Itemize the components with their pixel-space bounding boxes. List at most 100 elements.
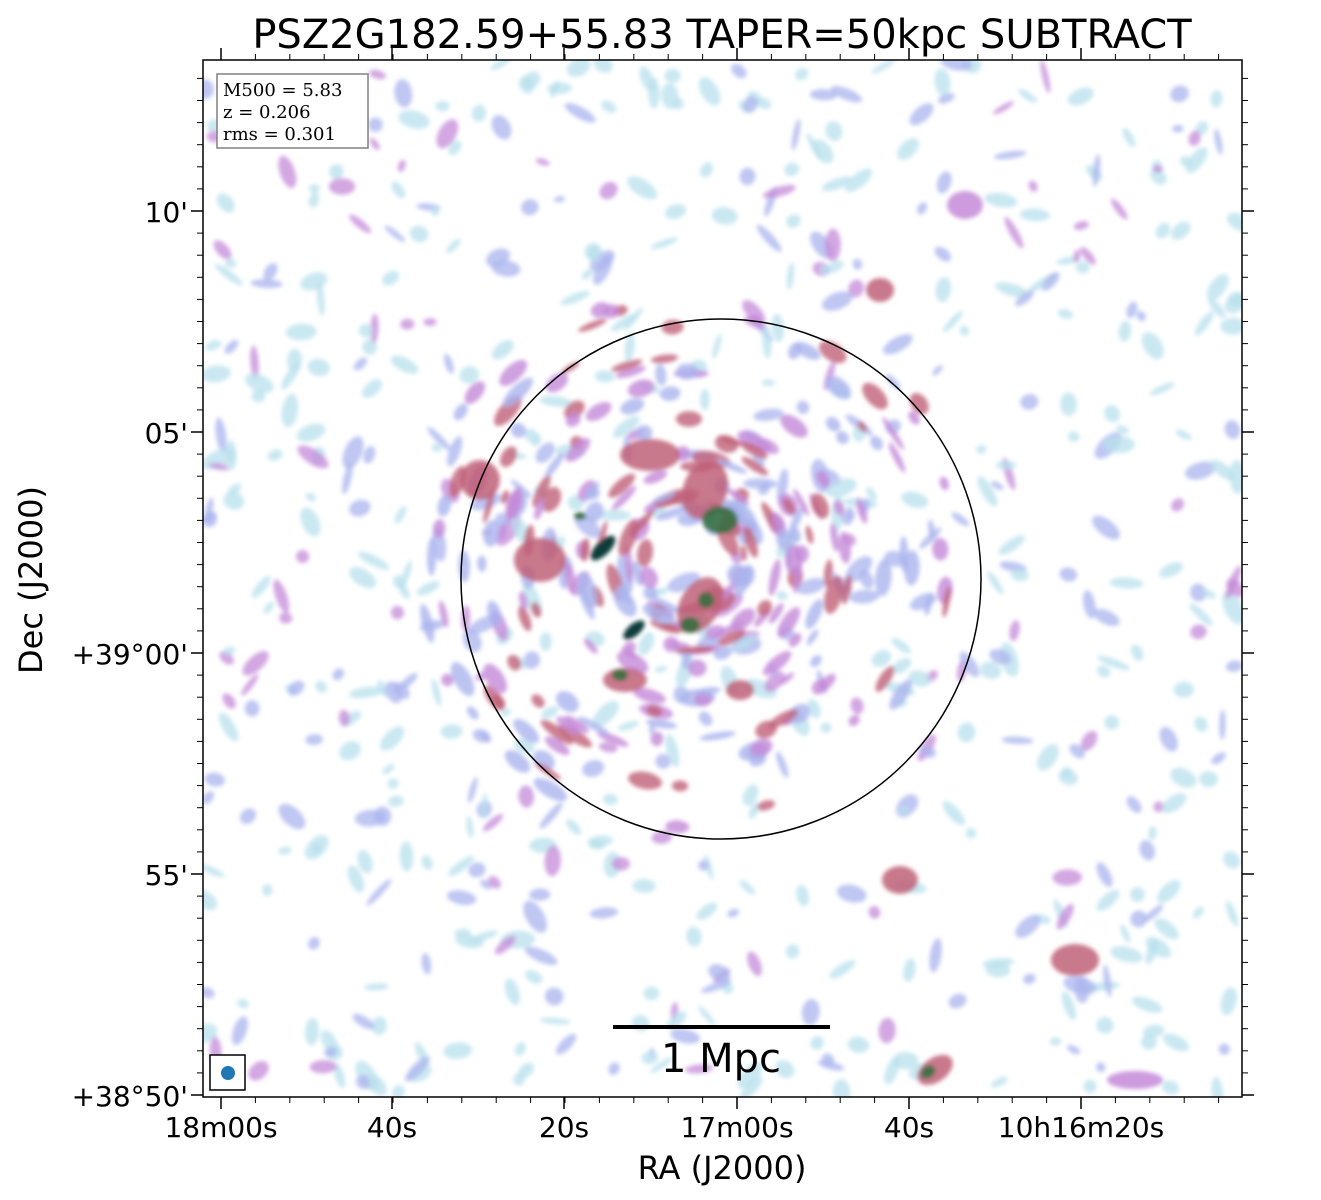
emission-blob: [743, 478, 778, 490]
emission-blob: [782, 498, 795, 514]
emission-blob: [218, 712, 239, 742]
emission-blob: [1126, 301, 1138, 319]
emission-blob: [545, 452, 565, 478]
emission-blob: [416, 581, 440, 596]
emission-blob: [380, 726, 405, 751]
emission-blob: [829, 959, 856, 979]
emission-blob: [1104, 405, 1120, 423]
emission-blob: [976, 444, 987, 454]
emission-blob: [216, 193, 235, 213]
emission-blob: [731, 63, 747, 79]
emission-blob: [761, 379, 776, 387]
emission-blob: [1170, 767, 1197, 788]
emission-blob: [499, 523, 506, 541]
emission-blob: [655, 363, 667, 386]
emission-blob: [698, 592, 714, 608]
emission-blob: [734, 564, 753, 597]
emission-blob: [436, 119, 459, 149]
emission-blob: [364, 983, 389, 991]
emission-blob: [812, 139, 834, 164]
emission-blob: [371, 1016, 387, 1035]
emission-blob: [1140, 1034, 1157, 1050]
emission-blob: [884, 1057, 900, 1085]
emission-blob: [1096, 1017, 1114, 1034]
emission-blob: [203, 889, 218, 911]
emission-blob: [866, 278, 894, 302]
emission-blob: [816, 470, 830, 488]
emission-blob: [213, 240, 232, 260]
emission-blob: [1225, 660, 1242, 672]
emission-blob: [932, 537, 949, 561]
emission-blob: [628, 771, 662, 790]
emission-blob: [1069, 743, 1086, 759]
emission-blob: [349, 567, 377, 589]
emission-blob: [882, 416, 905, 450]
emission-blob: [585, 501, 604, 523]
emission-blob: [795, 67, 809, 81]
emission-blob: [623, 307, 643, 331]
emission-blob: [447, 436, 463, 467]
emission-blob: [382, 763, 395, 775]
emission-blob: [820, 264, 831, 276]
emission-blob: [685, 1064, 714, 1074]
emission-blob: [737, 1062, 763, 1089]
emission-blob: [589, 907, 619, 919]
emission-blob: [687, 659, 707, 677]
x-axis: 18m00s 40s 20s 17m00s 40s 10h16m20s RA (…: [164, 1111, 1164, 1187]
emission-blob: [659, 386, 681, 401]
emission-blob: [242, 651, 269, 676]
emission-blob: [347, 865, 365, 893]
emission-blob: [830, 523, 839, 552]
emission-blob: [651, 596, 681, 613]
emission-blob: [366, 878, 392, 906]
emission-blob: [793, 488, 810, 516]
emission-blob: [203, 511, 217, 524]
emission-blob: [205, 340, 222, 351]
emission-blob: [273, 579, 290, 614]
emission-blob: [400, 318, 415, 330]
emission-blob: [1224, 420, 1241, 439]
emission-blob: [483, 487, 495, 524]
emission-blob: [1092, 154, 1101, 187]
emission-blob: [244, 700, 260, 717]
emission-blob: [387, 778, 399, 789]
emission-blob: [646, 705, 663, 717]
emission-blob: [790, 527, 801, 543]
emission-blob: [529, 888, 551, 901]
emission-blob: [987, 571, 1004, 595]
emission-blob: [1083, 1079, 1097, 1093]
emission-blob: [623, 641, 636, 654]
emission-blob: [627, 176, 658, 200]
emission-blob: [398, 672, 418, 691]
emission-blob: [329, 164, 344, 180]
emission-blob: [521, 199, 539, 216]
emission-blob: [467, 776, 478, 803]
emission-blob: [1080, 730, 1098, 751]
emission-blob: [224, 258, 237, 268]
emission-blob: [935, 276, 952, 303]
emission-blob: [917, 202, 928, 215]
emission-blob: [594, 370, 615, 383]
emission-blob: [507, 654, 522, 671]
emission-blob: [204, 497, 214, 520]
emission-blob: [278, 803, 306, 830]
emission-blob: [1120, 924, 1131, 943]
emission-blob: [611, 314, 636, 332]
emission-blob: [991, 481, 1004, 491]
emission-blob: [1226, 212, 1242, 232]
emission-blob: [564, 400, 585, 419]
emission-blob: [942, 586, 951, 618]
emission-blob: [847, 1036, 870, 1053]
emission-blob: [363, 445, 376, 464]
emission-blob: [510, 479, 532, 498]
emission-blob: [244, 373, 274, 393]
emission-blob: [757, 800, 775, 811]
emission-blob: [203, 864, 225, 878]
emission-blob: [768, 709, 799, 729]
info-redshift: z = 0.206: [223, 102, 311, 123]
emission-blob: [1170, 85, 1189, 103]
emission-blob: [908, 670, 931, 687]
emission-blob: [394, 79, 413, 108]
emission-blob: [267, 449, 283, 461]
emission-blob: [1075, 261, 1090, 274]
